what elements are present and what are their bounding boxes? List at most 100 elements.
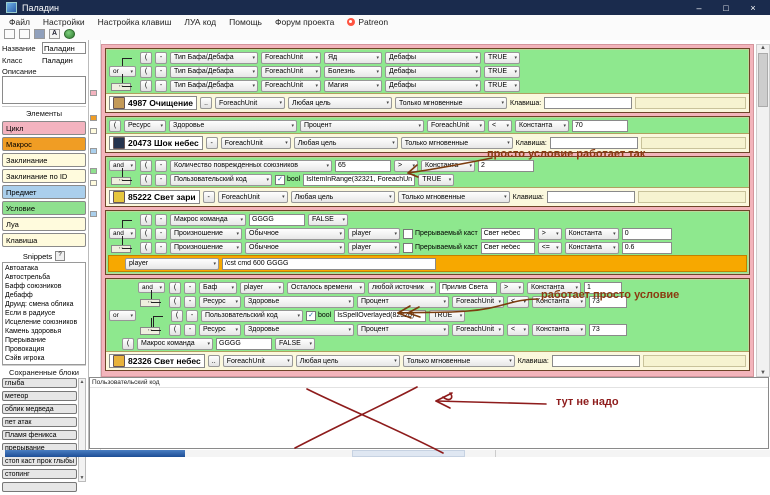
snippet-item[interactable]: Сэйв игрока: [5, 355, 45, 362]
group-collapse-icon[interactable]: ▪ ▪: [140, 298, 160, 307]
dropdown[interactable]: Только мгновенные ▾: [395, 97, 508, 109]
snippet-item[interactable]: Провокация: [5, 346, 45, 353]
hotkey-input[interactable]: [544, 97, 633, 109]
options-button[interactable]: -: [155, 227, 167, 240]
dropdown[interactable]: Обычное ▾: [245, 241, 345, 254]
font-icon[interactable]: A: [49, 29, 60, 39]
dropdown[interactable]: ForeachUnit ▾: [261, 79, 321, 92]
value-input[interactable]: [589, 295, 627, 308]
open-paren-button[interactable]: (: [169, 295, 181, 308]
options-button[interactable]: ..: [200, 97, 213, 109]
options-button[interactable]: -: [184, 281, 196, 294]
description-textarea[interactable]: [2, 76, 86, 104]
dropdown[interactable]: Здоровье ▾: [244, 295, 354, 308]
dropdown[interactable]: любой источник ▾: [368, 281, 436, 294]
dropdown[interactable]: ForeachUnit ▾: [452, 295, 504, 308]
options-button[interactable]: -: [155, 51, 167, 64]
dropdown[interactable]: player ▾: [125, 257, 219, 270]
value-input[interactable]: [584, 281, 622, 294]
saved-block-item[interactable]: пет атак: [2, 417, 77, 427]
dropdown[interactable]: Осталось времени ▾: [287, 281, 365, 294]
saved-block-item[interactable]: метеор: [2, 391, 77, 401]
dropdown[interactable]: Любая цель ▾: [295, 355, 400, 367]
snippet-item[interactable]: Прерывание: [5, 337, 46, 344]
saved-block-item[interactable]: глыба: [2, 378, 77, 388]
dropdown[interactable]: Любая цель ▾: [293, 137, 398, 149]
snippet-item[interactable]: Если в радиусе: [5, 310, 56, 317]
dropdown[interactable]: Константа ▾: [527, 281, 581, 294]
menu-item-настройка-клавиш[interactable]: Настройка клавиш: [98, 17, 172, 27]
saved-block-item[interactable]: стоп каст прок глыбы: [2, 456, 77, 466]
menu-item-patreon[interactable]: Patreon: [347, 17, 388, 27]
dropdown[interactable]: ForeachUnit ▾: [261, 65, 321, 78]
dropdown[interactable]: player ▾: [348, 227, 400, 240]
open-paren-button[interactable]: (: [140, 65, 152, 78]
dropdown[interactable]: Тип Бафа/Дебафа ▾: [170, 65, 258, 78]
value-input[interactable]: [334, 309, 427, 322]
snippet-item[interactable]: Друид: смена облика: [5, 301, 74, 308]
open-paren-button[interactable]: (: [122, 337, 134, 350]
palette-item-луа[interactable]: Луа: [2, 217, 86, 231]
dropdown[interactable]: Пользовательский код ▾: [170, 173, 272, 186]
scroll-down-icon[interactable]: ▼: [79, 475, 85, 481]
dropdown[interactable]: < ▾: [507, 295, 529, 308]
dropdown[interactable]: Процент ▾: [357, 323, 449, 336]
dropdown[interactable]: Тип Бафа/Дебафа ▾: [170, 79, 258, 92]
open-paren-button[interactable]: (: [169, 281, 181, 294]
saved-blocks-scrollbar[interactable]: ▲ ▼: [78, 378, 86, 482]
dropdown[interactable]: Константа ▾: [564, 227, 619, 240]
dropdown[interactable]: Дебафы ▾: [385, 65, 481, 78]
saved-block-item[interactable]: стопинг: [2, 469, 77, 479]
open-paren-button[interactable]: (: [140, 241, 152, 254]
dropdown[interactable]: Баф ▾: [199, 281, 237, 294]
value-input[interactable]: [216, 337, 272, 350]
open-paren-button[interactable]: (: [171, 309, 183, 322]
group-collapse-icon[interactable]: ▪ ▪: [140, 326, 160, 335]
snippet-item[interactable]: Камень здоровья: [5, 328, 62, 335]
dropdown[interactable]: player ▾: [240, 281, 284, 294]
dropdown[interactable]: Здоровье ▾: [169, 119, 297, 132]
scroll-up-icon[interactable]: ▲: [79, 379, 85, 385]
palette-item-заклинание[interactable]: Заклинание: [2, 153, 86, 167]
group-collapse-icon[interactable]: ▪ ▪: [111, 176, 131, 185]
open-paren-button[interactable]: (: [140, 159, 152, 172]
bool-checkbox[interactable]: ✓: [275, 174, 285, 185]
snippet-item[interactable]: Автоатака: [5, 265, 39, 272]
value-input[interactable]: [621, 241, 672, 254]
dropdown[interactable]: > ▾: [394, 159, 418, 172]
options-button[interactable]: -: [184, 323, 196, 336]
snippet-item[interactable]: Дебафф: [5, 292, 33, 299]
group-collapse-icon[interactable]: ▪ ▪: [111, 82, 131, 91]
dropdown[interactable]: > ▾: [537, 227, 562, 240]
palette-item-макрос[interactable]: Макрос: [2, 137, 86, 151]
dropdown[interactable]: ForeachUnit ▾: [220, 137, 291, 149]
dropdown[interactable]: Константа ▾: [532, 295, 586, 308]
group-collapse-icon[interactable]: ▪ ▪: [111, 244, 131, 253]
palette-item-цикл[interactable]: Цикл: [2, 121, 86, 135]
value-input[interactable]: [249, 213, 305, 226]
logic-dropdown[interactable]: or ▾: [109, 310, 136, 321]
palette-item-клавиша[interactable]: Клавиша: [2, 233, 86, 247]
open-paren-button[interactable]: (: [140, 51, 152, 64]
dropdown[interactable]: Произношение ▾: [170, 241, 242, 254]
options-button[interactable]: -: [184, 295, 196, 308]
dropdown[interactable]: < ▾: [507, 323, 529, 336]
dropdown[interactable]: Ресурс ▾: [124, 119, 166, 132]
bool-checkbox[interactable]: ✓: [306, 310, 316, 321]
options-button[interactable]: ..: [207, 355, 220, 367]
menu-item-настройки[interactable]: Настройки: [43, 17, 85, 27]
saved-block-item[interactable]: [2, 482, 77, 492]
options-button[interactable]: -: [155, 241, 167, 254]
dropdown[interactable]: Дебафы ▾: [385, 51, 481, 64]
new-file-icon[interactable]: [4, 29, 15, 39]
close-button[interactable]: ×: [750, 2, 756, 13]
options-button[interactable]: -: [155, 65, 167, 78]
dropdown[interactable]: Дебафы ▾: [385, 79, 481, 92]
dropdown[interactable]: FALSE ▾: [275, 337, 315, 350]
dropdown[interactable]: Количество поврежденных союзников ▾: [170, 159, 332, 172]
dropdown[interactable]: Макрос команда ▾: [170, 213, 246, 226]
dropdown[interactable]: Яд ▾: [324, 51, 382, 64]
dropdown[interactable]: Процент ▾: [357, 295, 449, 308]
minimize-button[interactable]: –: [696, 2, 702, 13]
options-button[interactable]: -: [155, 79, 167, 92]
